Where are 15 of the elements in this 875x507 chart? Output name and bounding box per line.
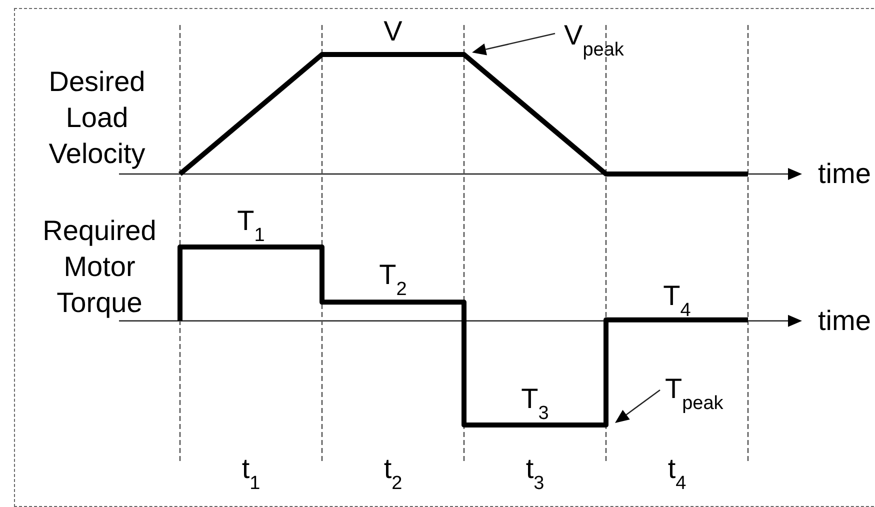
annotation: V [384, 16, 403, 46]
text: t$_{2}$ [384, 453, 402, 494]
annotation: T$_{1}$ [237, 205, 265, 246]
x-axis-title: time [818, 158, 871, 189]
text: t$_{4}$ [668, 453, 687, 494]
text: t$_{3}$ [526, 453, 544, 494]
y-axis-title: Required Motor Torque [42, 214, 156, 320]
annotation: T$_{peak}$ [665, 373, 724, 414]
y-axis-title: Desired Load Velocity [48, 65, 146, 171]
text: t$_{1}$ [242, 453, 260, 494]
annotation: T$_{2}$ [379, 259, 407, 300]
annotation: T$_{3}$ [521, 383, 549, 424]
annotation: V$_{peak}$ [564, 20, 624, 60]
x-axis-title: time [818, 304, 871, 336]
annotation: T$_{4}$ [663, 280, 692, 320]
